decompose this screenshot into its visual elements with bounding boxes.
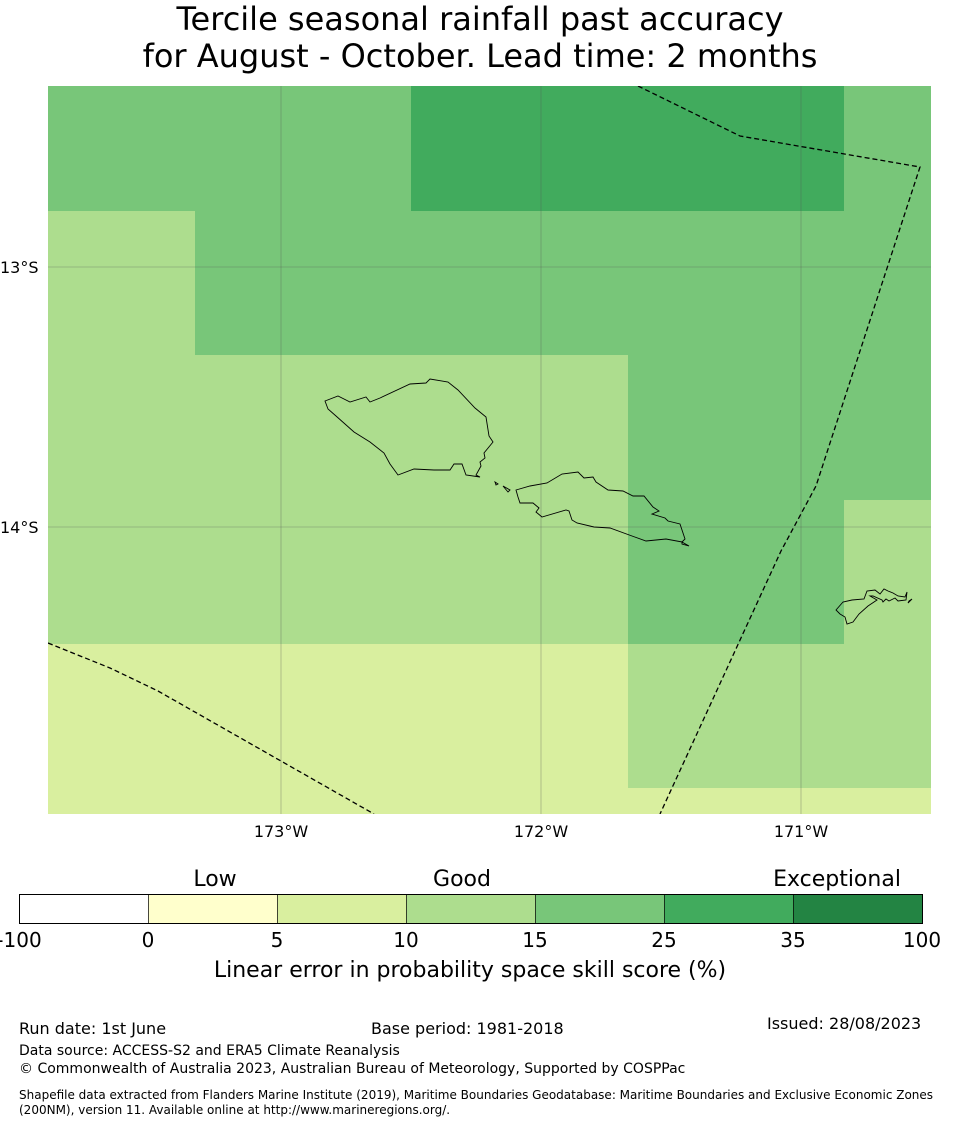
skill-score-map bbox=[48, 86, 931, 814]
tick-label: 0 bbox=[141, 928, 155, 952]
shapefile-credit: Shapefile data extracted from Flanders M… bbox=[19, 1088, 934, 1117]
data-source: Data source: ACCESS-S2 and ERA5 Climate … bbox=[19, 1043, 400, 1059]
map-cell bbox=[844, 500, 931, 644]
aunuu-island bbox=[907, 598, 913, 604]
tick-label: 15 bbox=[522, 928, 548, 952]
lat-label-14s: 14°S bbox=[0, 518, 39, 537]
tick-label: 35 bbox=[780, 928, 806, 952]
run-date: Run date: 1st June bbox=[19, 1019, 167, 1038]
category-exceptional: Exceptional bbox=[773, 867, 901, 892]
colorbar-segment bbox=[535, 894, 665, 924]
map-title-line-2: for August - October. Lead time: 2 month… bbox=[142, 37, 818, 75]
map-title-line-1: Tercile seasonal rainfall past accuracy bbox=[176, 0, 784, 38]
colorbar-segment bbox=[277, 894, 407, 924]
nuutele-island bbox=[681, 541, 690, 547]
tick-label: 25 bbox=[651, 928, 677, 952]
colorbar-segment bbox=[793, 894, 923, 924]
colorbar-title: Linear error in probability space skill … bbox=[213, 958, 727, 983]
colorbar-segment bbox=[406, 894, 536, 924]
map-cell bbox=[48, 211, 195, 644]
tutuila-island bbox=[835, 588, 908, 625]
lon-label-173w: 173°W bbox=[253, 822, 309, 841]
tick-label: 10 bbox=[393, 928, 419, 952]
apolima-island bbox=[494, 480, 499, 486]
map-cell bbox=[48, 644, 628, 814]
islands bbox=[324, 378, 913, 625]
issued-date: Issued: 28/08/2023 bbox=[767, 1014, 922, 1033]
colorbar bbox=[19, 894, 923, 924]
map-cell bbox=[411, 86, 844, 211]
upolu-island bbox=[515, 471, 686, 543]
map-cell bbox=[628, 644, 931, 788]
lon-label-172w: 172°W bbox=[513, 822, 569, 841]
manono-island bbox=[502, 485, 511, 493]
base-period: Base period: 1981-2018 bbox=[371, 1019, 564, 1038]
colorbar-segments bbox=[19, 894, 923, 924]
colorbar-segment bbox=[19, 894, 149, 924]
category-low: Low bbox=[193, 867, 237, 892]
lon-label-171w: 171°W bbox=[773, 822, 829, 841]
category-good: Good bbox=[433, 867, 491, 892]
savaii-island bbox=[324, 378, 494, 478]
lat-label-13s: 13°S bbox=[0, 258, 39, 277]
graticule bbox=[48, 86, 931, 814]
map-cell bbox=[628, 788, 931, 814]
tick-label: -100 bbox=[0, 928, 42, 952]
tick-label: 5 bbox=[270, 928, 284, 952]
colorbar-segment bbox=[664, 894, 794, 924]
copyright: © Commonwealth of Australia 2023, Austra… bbox=[19, 1061, 686, 1077]
map-cell bbox=[195, 355, 628, 644]
tick-label: 100 bbox=[902, 928, 942, 952]
colorbar-segment bbox=[148, 894, 278, 924]
maritime-boundary bbox=[48, 86, 921, 814]
